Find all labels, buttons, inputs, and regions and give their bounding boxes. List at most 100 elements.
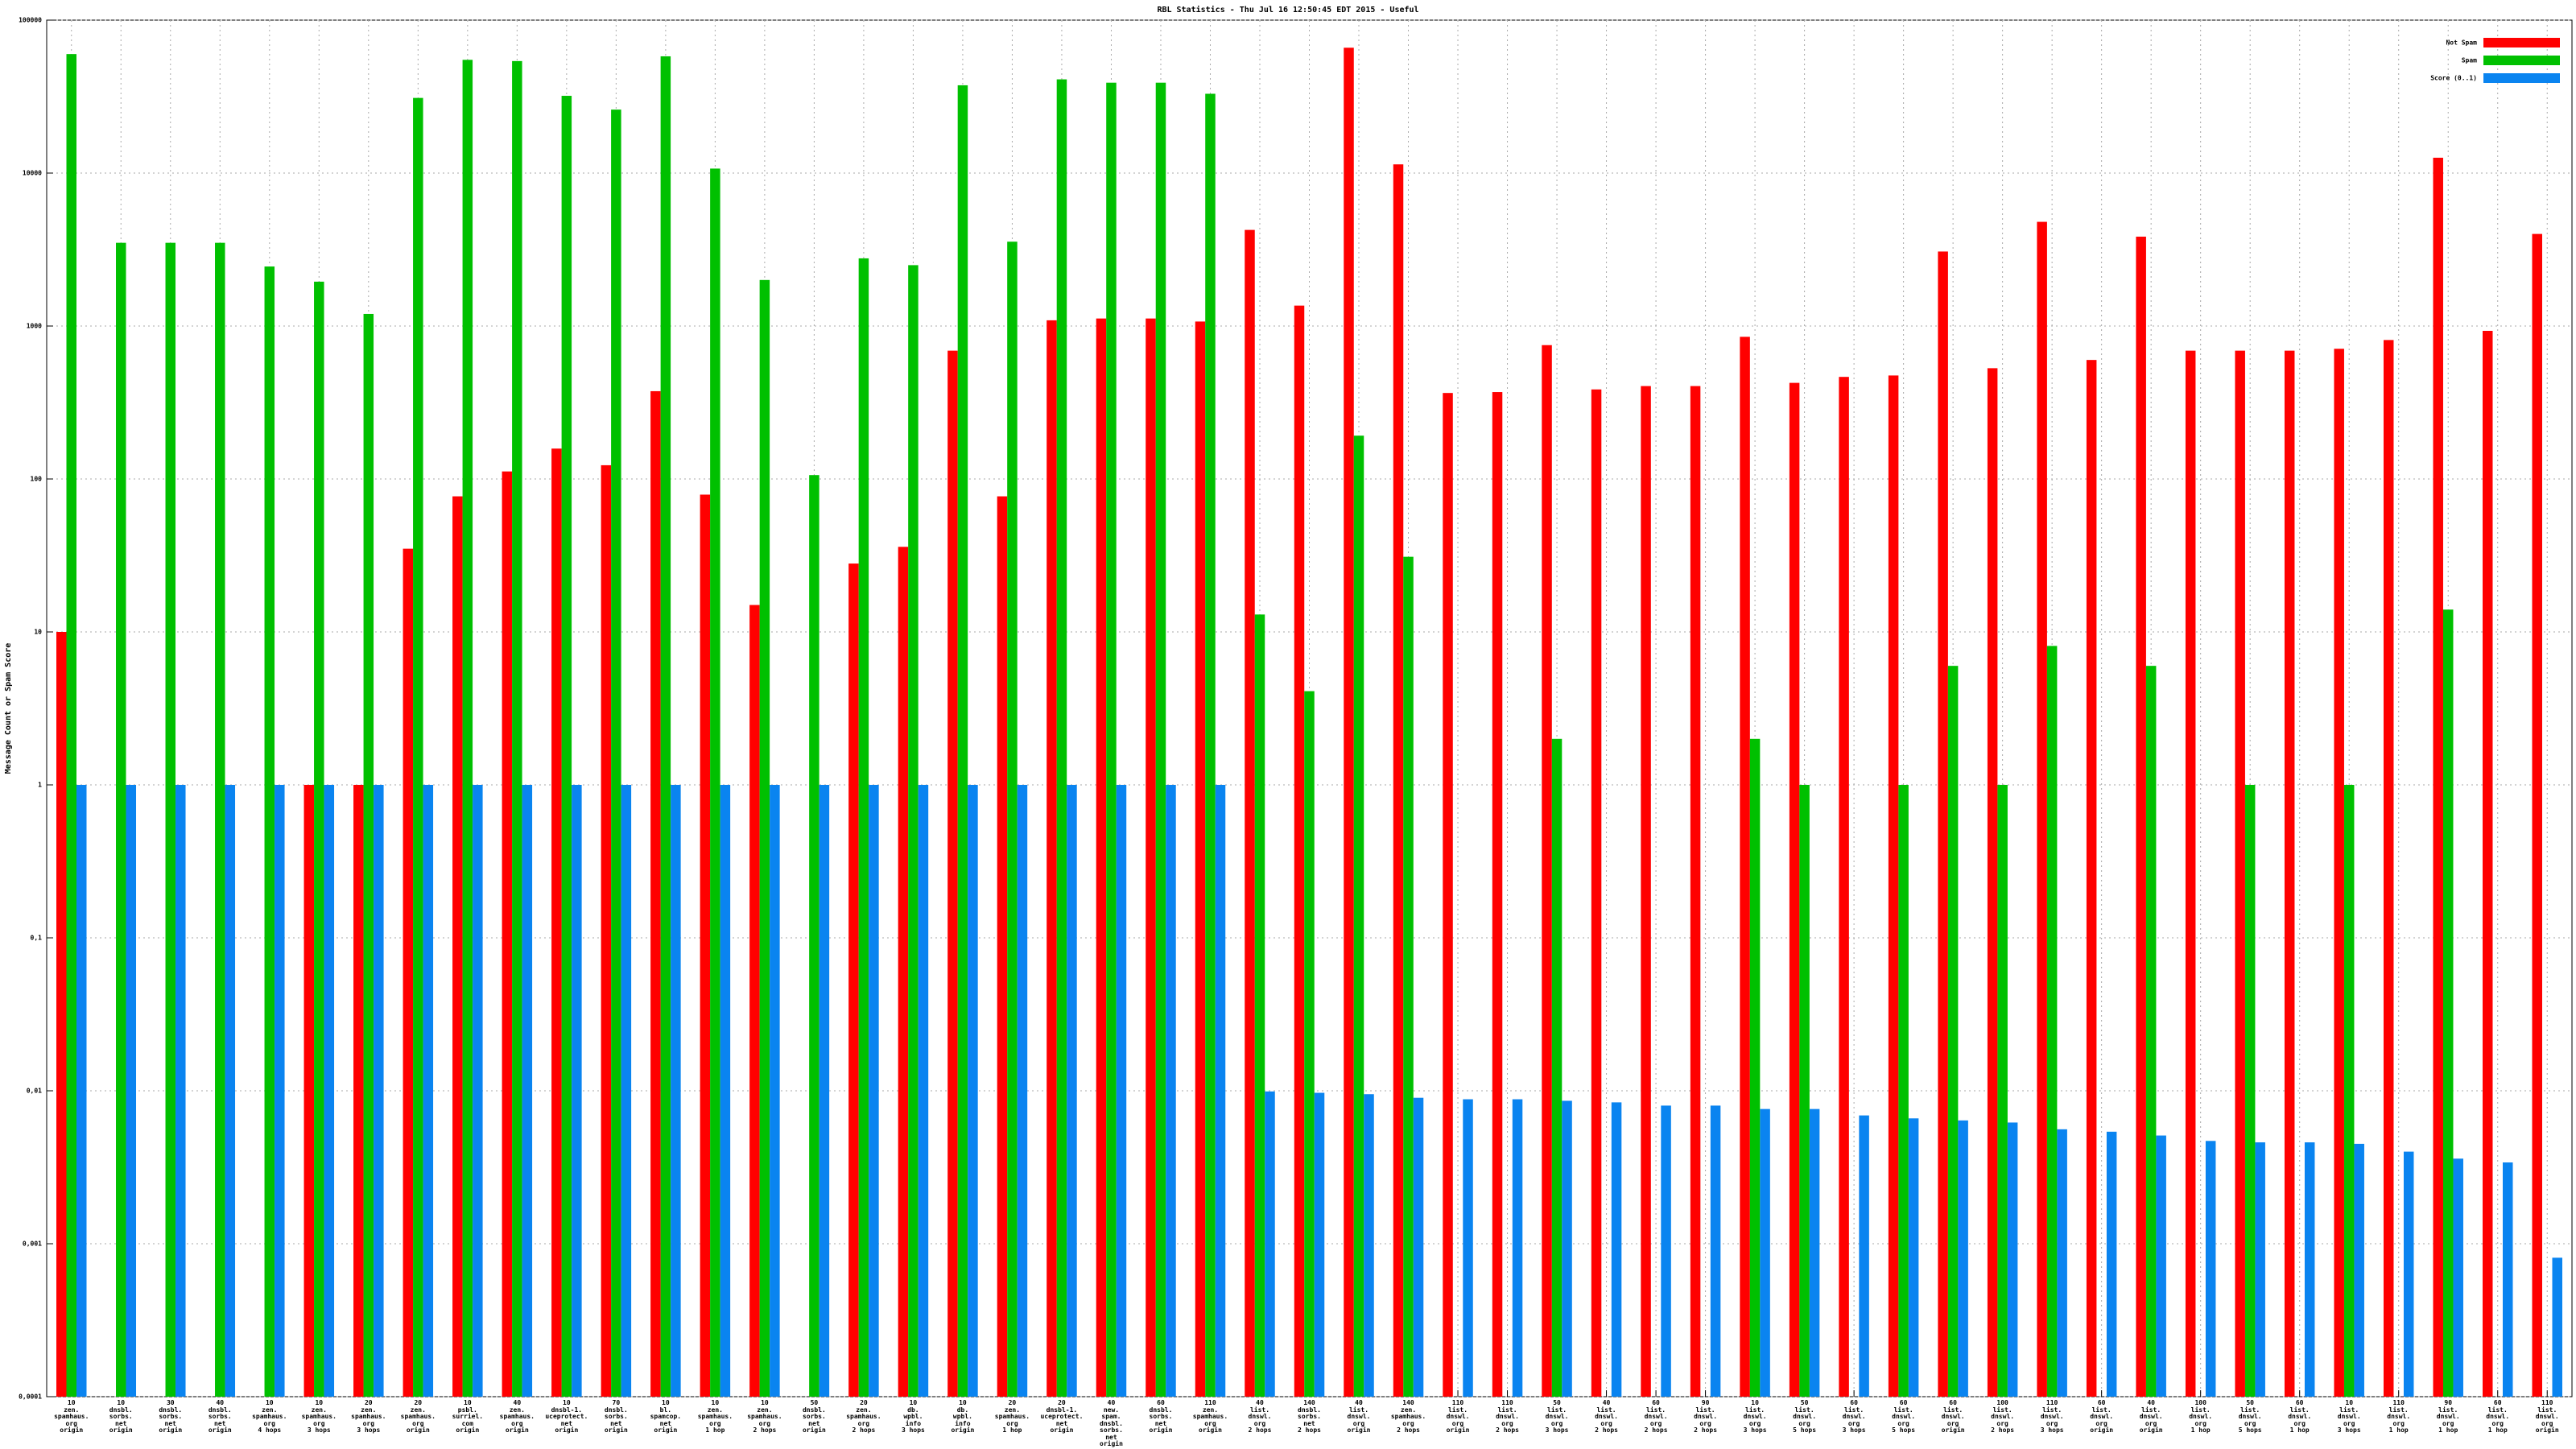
bar [374,785,384,1397]
bar [1809,1108,1820,1397]
bar [1551,738,1563,1397]
x-tick-label: 60 list. dnswl. org 2 hops [1644,1399,1668,1434]
bar [2304,1142,2315,1397]
bar [700,494,711,1397]
bar [2145,666,2157,1397]
x-tick-label: 60 dnsbl. sorbs. net origin [1149,1399,1173,1434]
x-tick-label: 110 list. dnswl. org origin [1446,1399,1470,1434]
x-tick-label: 110 list. dnswl. org 2 hops [1496,1399,1519,1434]
legend-swatch [2483,38,2560,47]
bar [126,785,137,1397]
bar [2284,350,2295,1397]
bar [947,350,958,1397]
bar [1413,1097,1424,1397]
x-tick-label: 10 zen. spamhaus. org 1 hop [697,1399,733,1434]
bar [749,605,760,1397]
bar [2552,1257,2562,1397]
legend-label: Score (0..1) [2430,75,2477,82]
bar [165,242,176,1397]
bar [2046,646,2058,1397]
x-tick-label: 110 zen. spamhaus. org origin [1192,1399,1228,1434]
x-tick-label: 60 list. dnswl. org origin [1941,1399,1965,1434]
y-tick-label: 0,01 [27,1088,42,1095]
bar [2442,609,2454,1397]
bar [1017,785,1028,1397]
bar [175,785,186,1397]
bar [1888,375,1899,1397]
bar [56,632,67,1397]
bar [76,785,87,1397]
bar [1760,1108,1770,1397]
x-tick-label: 10 bl. spamcop. net origin [650,1399,682,1434]
bar [1195,321,1206,1397]
bar [858,258,869,1397]
bar [2502,1162,2513,1397]
bar [116,242,126,1397]
x-tick-label: 60 list. dnswl. org 5 hops [1892,1399,1916,1434]
bar [2205,1141,2216,1397]
y-tick-label: 100000 [19,17,42,24]
x-tick-label: 20 zen. spamhaus. org 2 hops [846,1399,881,1434]
bar [1958,1120,1968,1397]
y-tick-label: 0,0001 [19,1393,42,1401]
x-tick-label: 10 zen. spamhaus. org 4 hops [252,1399,287,1434]
bar [1294,305,1305,1397]
bar [1146,318,1156,1397]
bar [1898,785,1909,1397]
bar [819,785,830,1397]
bar [908,265,919,1397]
bar [2244,785,2256,1397]
legend-swatch [2483,56,2560,65]
bar [1987,368,1998,1397]
y-tick-label: 0,1 [31,935,43,942]
bar [2057,1129,2067,1397]
bar [1364,1094,1374,1397]
x-tick-label: 90 list. dnswl. org 2 hops [1694,1399,1718,1434]
x-tick-label: 50 dnsbl. sorbs. net origin [802,1399,826,1434]
bar [2106,1131,2117,1397]
x-tick-label: 100 list. dnswl. org 2 hops [1991,1399,2015,1434]
x-tick-label: 20 zen. spamhaus. org 3 hops [351,1399,386,1434]
x-tick-label: 20 zen. spamhaus. org origin [400,1399,436,1434]
bar [1304,691,1315,1397]
bar [898,547,909,1397]
x-tick-label: 70 dnsbl. sorbs. net origin [604,1399,628,1434]
bar [1947,666,1959,1397]
bar [2433,157,2443,1397]
bar [1641,386,1651,1397]
x-tick-label: 30 dnsbl. sorbs. net origin [159,1399,183,1434]
bar [1512,1099,1523,1397]
y-tick-label: 0,001 [23,1241,42,1248]
bar [968,785,978,1397]
bar [1799,785,1810,1397]
bar [2532,233,2542,1397]
x-tick-label: 40 zen. spamhaus. org origin [499,1399,535,1434]
bar [1690,386,1701,1397]
x-tick-label: 10 dnsbl-1. uceprotect. net origin [545,1399,588,1434]
bar [452,496,463,1397]
bar [1106,82,1117,1397]
x-tick-label: 140 zen. spamhaus. org 2 hops [1390,1399,1426,1434]
bar [2343,785,2355,1397]
x-tick-label: 20 dnsbl-1. uceprotect. net origin [1040,1399,1084,1434]
x-tick-label: 10 db. wpbl. info 3 hops [901,1399,925,1434]
bar [650,390,661,1397]
bar [1740,336,1750,1397]
legend-label: Not Spam [2446,39,2477,47]
bar [997,496,1008,1397]
x-tick-label: 20 zen. spamhaus. org 1 hop [994,1399,1030,1434]
bar [601,464,612,1397]
bar [1443,393,1453,1397]
bar [314,281,324,1397]
x-tick-label: 40 new. spam. dnsbl. sorbs. net origin [1100,1399,1123,1447]
x-tick-label: 10 list. dnswl. org 3 hops [1743,1399,1767,1434]
bar [502,471,513,1397]
y-tick-label: 1000 [27,323,42,330]
bar [1314,1092,1325,1397]
bar [2136,236,2146,1397]
bar [1353,436,1364,1397]
bar [2086,360,2097,1397]
bar [2482,330,2493,1397]
